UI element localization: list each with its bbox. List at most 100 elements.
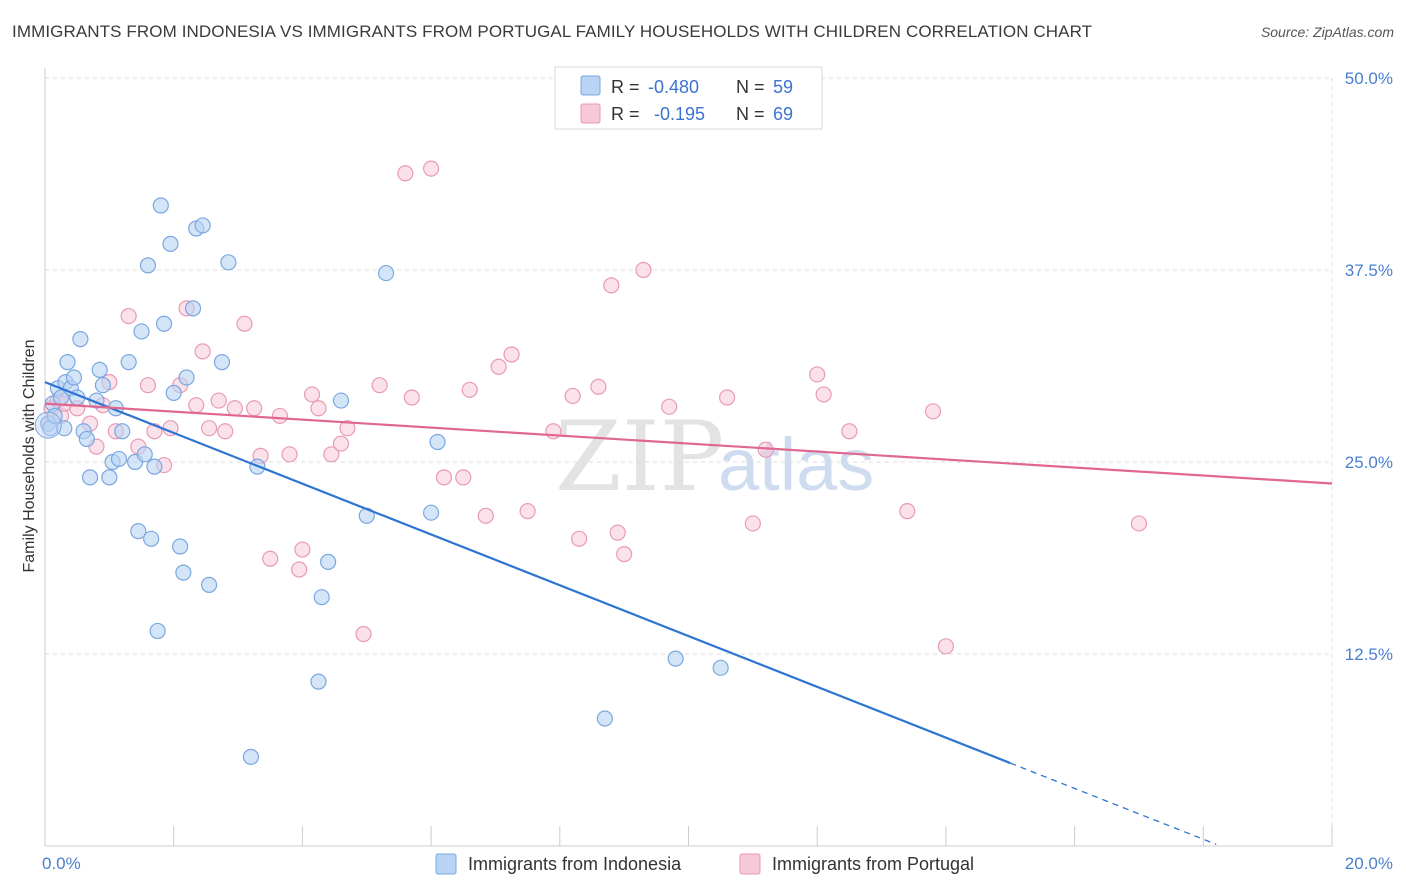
portugal-point-42 (423, 160, 440, 177)
indonesia-point-54 (429, 433, 446, 451)
indonesia-point-55 (596, 710, 613, 727)
indonesia-point-39 (184, 300, 202, 317)
portugal-point-40 (397, 165, 414, 182)
portugal-point-66 (924, 403, 942, 420)
indonesia-point-47 (310, 673, 327, 690)
portugal-trend-line (44, 402, 1333, 485)
portugal-point-19 (188, 397, 205, 414)
legend-label-indonesia: Immigrants from Indonesia (468, 854, 682, 874)
portugal-point-67 (937, 638, 955, 655)
indonesia-point-48 (313, 589, 330, 606)
trend-lines (44, 381, 1333, 845)
y-tick-labels: 12.5% 25.0% 37.5% 50.0% (1345, 69, 1393, 664)
portugal-point-51 (564, 387, 581, 405)
portugal-point-52 (571, 530, 588, 547)
portugal-point-32 (294, 541, 311, 558)
portugal-point-34 (310, 400, 327, 417)
portugal-point-65 (899, 503, 916, 520)
axes (44, 68, 1333, 847)
portugal-point-23 (217, 423, 234, 440)
indonesia-point-14 (78, 430, 95, 448)
indonesia-point-38 (178, 369, 195, 386)
indonesia-point-31 (149, 622, 166, 640)
indonesia-point-43 (213, 354, 231, 371)
indonesia-point-19 (101, 469, 118, 486)
indonesia-point-17 (91, 361, 108, 378)
portugal-point-56 (616, 546, 633, 563)
portugal-point-68 (1130, 515, 1148, 532)
indonesia-point-34 (162, 235, 179, 252)
portugal-point-57 (635, 261, 652, 279)
indonesia-trend-extension (1010, 762, 1217, 845)
y-tick-label-3: 50.0% (1345, 69, 1393, 88)
stats-r-value-2: -0.195 (654, 104, 705, 124)
watermark: ZIP atlas (555, 401, 874, 513)
indonesia-point-44 (220, 254, 237, 271)
indonesia-point-15 (81, 469, 99, 486)
source-label: Source: ZipAtlas.com (1260, 24, 1394, 40)
x-tick-label-0: 0.0% (42, 854, 81, 873)
indonesia-point-58 (130, 523, 147, 540)
portugal-points (40, 160, 1148, 655)
indonesia-point-52 (377, 264, 395, 282)
stats-legend: R = -0.480 N = 59 R = -0.195 N = 69 (554, 66, 823, 130)
stats-n-value-1: 59 (773, 77, 793, 97)
indonesia-point-56 (667, 650, 684, 667)
indonesia-point-26 (133, 323, 150, 340)
portugal-point-31 (291, 561, 308, 578)
portugal-point-28 (262, 550, 279, 567)
portugal-point-25 (236, 315, 253, 332)
stats-n-label-1: N = (736, 77, 765, 97)
portugal-point-60 (744, 515, 761, 532)
portugal-point-47 (490, 358, 507, 375)
portugal-point-20 (194, 343, 211, 360)
indonesia-point-36 (172, 538, 189, 555)
indonesia-point-23 (114, 423, 131, 440)
portugal-point-53 (590, 378, 607, 395)
indonesia-point-10 (65, 369, 83, 386)
portugal-point-64 (841, 423, 858, 440)
portugal-point-59 (719, 389, 736, 406)
portugal-point-63 (815, 386, 832, 403)
portugal-point-54 (603, 277, 620, 294)
indonesia-point-22 (110, 450, 128, 468)
portugal-point-58 (661, 398, 678, 415)
portugal-point-13 (139, 377, 157, 394)
portugal-point-33 (303, 386, 321, 403)
indonesia-point-12 (72, 331, 89, 348)
portugal-point-44 (455, 469, 472, 486)
portugal-point-21 (200, 420, 218, 437)
portugal-point-36 (332, 435, 350, 452)
indonesia-point-24 (120, 354, 137, 371)
stats-r-label-1: R = (611, 77, 640, 97)
portugal-point-37 (339, 420, 356, 437)
x-tick-label-1: 20.0% (1345, 854, 1393, 873)
portugal-point-46 (477, 507, 494, 524)
portugal-point-35 (323, 446, 340, 463)
portugal-point-38 (355, 625, 372, 643)
portugal-point-62 (809, 366, 826, 383)
portugal-point-26 (246, 400, 263, 417)
portugal-point-29 (271, 407, 288, 425)
indonesia-point-29 (143, 530, 160, 547)
portugal-point-30 (281, 446, 298, 463)
indonesia-point-30 (146, 458, 163, 475)
indonesia-point-35 (165, 384, 182, 401)
stats-legend-swatch-portugal (580, 103, 601, 124)
indonesia-point-37 (175, 564, 192, 581)
watermark-zip: ZIP (555, 401, 724, 513)
legend-swatch-portugal (739, 853, 761, 875)
portugal-point-45 (461, 381, 478, 398)
indonesia-point-6 (56, 420, 73, 437)
portugal-point-11 (120, 307, 137, 325)
y-axis-label: Family Households with Children (21, 340, 38, 573)
y-tick-label-0: 12.5% (1345, 645, 1393, 664)
portugal-point-55 (609, 524, 626, 541)
gridlines (45, 77, 1333, 846)
stats-n-value-2: 69 (773, 104, 793, 124)
stats-legend-swatch-indonesia (580, 75, 601, 96)
stats-r-value-1: -0.480 (648, 77, 699, 97)
indonesia-point-49 (320, 553, 337, 570)
legend-swatch-indonesia (435, 853, 457, 875)
